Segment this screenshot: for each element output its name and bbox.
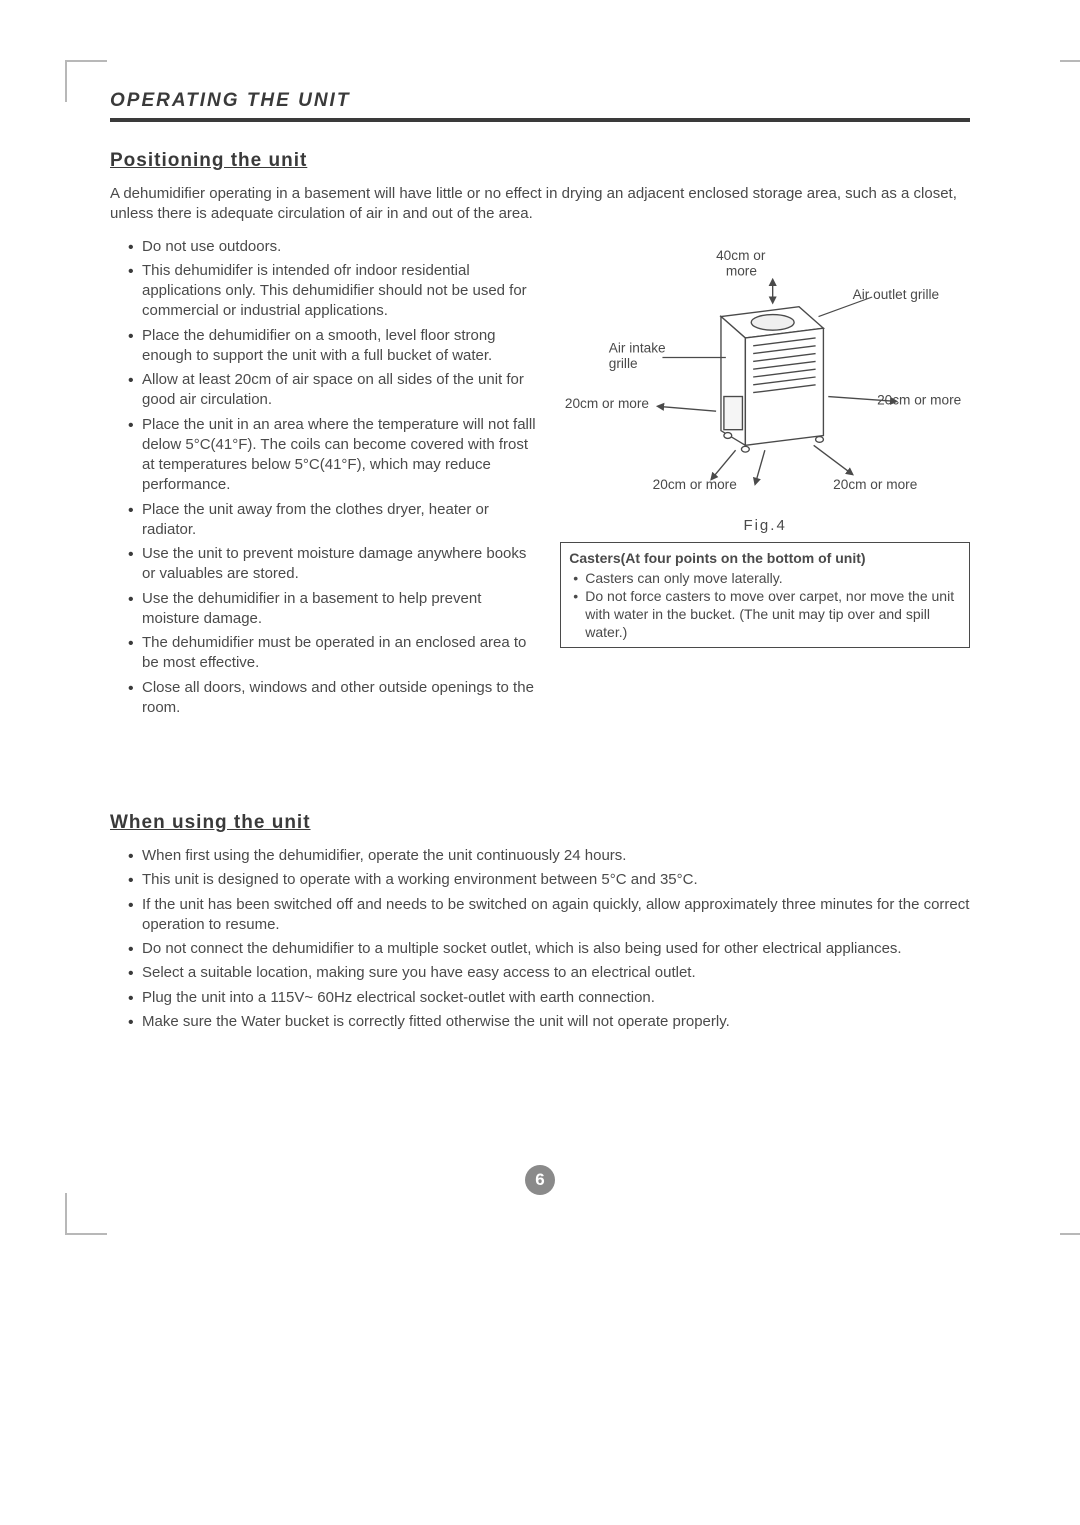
figure-4: 40cm or more Air outlet grille Air intak…: [560, 237, 970, 517]
section-title-using: When using the unit: [110, 812, 970, 834]
fig-label-top-2: more: [726, 263, 757, 278]
list-item: Select a suitable location, making sure …: [128, 963, 970, 983]
list-item: Do not force casters to move over carpet…: [573, 587, 961, 642]
list-item: This dehumidifer is intended ofr indoor …: [128, 261, 540, 322]
list-item: Do not use outdoors.: [128, 237, 540, 257]
section-title-positioning: Positioning the unit: [110, 150, 970, 172]
list-item: Use the unit to prevent moisture damage …: [128, 544, 540, 585]
crop-mark-br: [1060, 1193, 1080, 1235]
section-intro: A dehumidifier operating in a basement w…: [110, 184, 970, 225]
list-item: Allow at least 20cm of air space on all …: [128, 370, 540, 411]
manual-page: OPERATING THE UNIT Positioning the unit …: [0, 0, 1080, 1525]
list-item: Close all doors, windows and other outsi…: [128, 678, 540, 719]
crop-mark-tl: [65, 60, 107, 102]
title-rule: [110, 118, 970, 122]
list-item: When first using the dehumidifier, opera…: [128, 846, 970, 866]
list-item: Plug the unit into a 115V~ 60Hz electric…: [128, 988, 970, 1008]
column-right: 40cm or more Air outlet grille Air intak…: [560, 237, 970, 723]
positioning-bullets: Do not use outdoors. This dehumidifer is…: [110, 237, 540, 719]
fig-label-bl: 20cm or more: [653, 477, 737, 492]
fig-label-top-1: 40cm or: [716, 247, 766, 262]
section-when-using: When using the unit When first using the…: [110, 812, 970, 1032]
list-item: Place the dehumidifier on a smooth, leve…: [128, 326, 540, 367]
fig-label-br: 20cm or more: [833, 477, 917, 492]
page-title: OPERATING THE UNIT: [110, 90, 970, 112]
fig-label-intake-2: grille: [609, 356, 638, 371]
crop-mark-bl: [65, 1193, 107, 1235]
fig-label-right: 20cm or more: [877, 392, 961, 407]
fig-label-left: 20cm or more: [565, 396, 649, 411]
list-item: Casters can only move laterally.: [573, 569, 961, 587]
list-item: Place the unit away from the clothes dry…: [128, 500, 540, 541]
list-item: Make sure the Water bucket is correctly …: [128, 1012, 970, 1032]
list-item: If the unit has been switched off and ne…: [128, 895, 970, 936]
list-item: The dehumidifier must be operated in an …: [128, 633, 540, 674]
casters-note-box: Casters(At four points on the bottom of …: [560, 542, 970, 649]
dehumidifier-diagram-icon: 40cm or more Air outlet grille Air intak…: [560, 237, 970, 517]
list-item: Use the dehumidifier in a basement to he…: [128, 589, 540, 630]
fig-label-outlet: Air outlet grille: [853, 286, 939, 301]
list-item: This unit is designed to operate with a …: [128, 870, 970, 890]
two-column-layout: Do not use outdoors. This dehumidifer is…: [110, 237, 970, 723]
column-left: Do not use outdoors. This dehumidifer is…: [110, 237, 540, 723]
casters-list: Casters can only move laterally. Do not …: [569, 569, 961, 642]
list-item: Do not connect the dehumidifier to a mul…: [128, 939, 970, 959]
figure-caption: Fig.4: [560, 517, 970, 534]
fig-label-intake-1: Air intake: [609, 340, 666, 355]
list-item: Place the unit in an area where the temp…: [128, 415, 540, 496]
using-bullets: When first using the dehumidifier, opera…: [110, 846, 970, 1032]
casters-title: Casters(At four points on the bottom of …: [569, 549, 961, 567]
page-number-badge: 6: [525, 1165, 555, 1195]
crop-mark-tr: [1060, 60, 1080, 102]
